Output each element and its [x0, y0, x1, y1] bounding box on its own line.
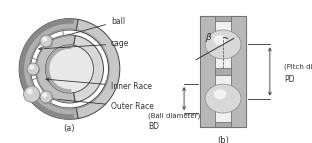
Circle shape: [41, 92, 53, 104]
Bar: [200, 16, 246, 127]
Text: Outer Race: Outer Race: [39, 96, 154, 111]
Circle shape: [205, 84, 241, 113]
Text: ball: ball: [50, 17, 125, 41]
Circle shape: [27, 63, 39, 75]
Circle shape: [28, 64, 40, 76]
Circle shape: [24, 86, 40, 102]
Circle shape: [41, 36, 53, 48]
Circle shape: [214, 89, 226, 99]
Wedge shape: [46, 45, 71, 93]
Text: (a): (a): [64, 124, 75, 133]
Bar: [200, 16, 246, 21]
Circle shape: [40, 91, 52, 103]
Circle shape: [214, 35, 226, 45]
Wedge shape: [74, 35, 104, 102]
Text: (Ball diameter): (Ball diameter): [148, 112, 200, 119]
Wedge shape: [19, 19, 74, 119]
Wedge shape: [19, 19, 78, 119]
Circle shape: [205, 30, 241, 59]
Circle shape: [29, 65, 34, 69]
Bar: [231, 16, 246, 127]
Circle shape: [42, 93, 47, 98]
Circle shape: [40, 35, 52, 47]
Text: BD: BD: [148, 122, 159, 131]
Bar: [200, 16, 215, 127]
Text: PD: PD: [284, 75, 295, 84]
Text: β: β: [205, 33, 210, 42]
Wedge shape: [36, 35, 76, 103]
Circle shape: [42, 37, 47, 42]
Text: (Pitch diameter): (Pitch diameter): [284, 63, 312, 70]
Text: Inner Race: Inner Race: [46, 78, 152, 91]
Bar: [215, 16, 231, 127]
Text: (b): (b): [217, 136, 229, 143]
Bar: [200, 68, 246, 75]
Text: cage: cage: [39, 39, 129, 50]
Wedge shape: [76, 19, 120, 119]
Circle shape: [27, 89, 33, 95]
Bar: [200, 122, 246, 127]
Circle shape: [46, 45, 93, 93]
